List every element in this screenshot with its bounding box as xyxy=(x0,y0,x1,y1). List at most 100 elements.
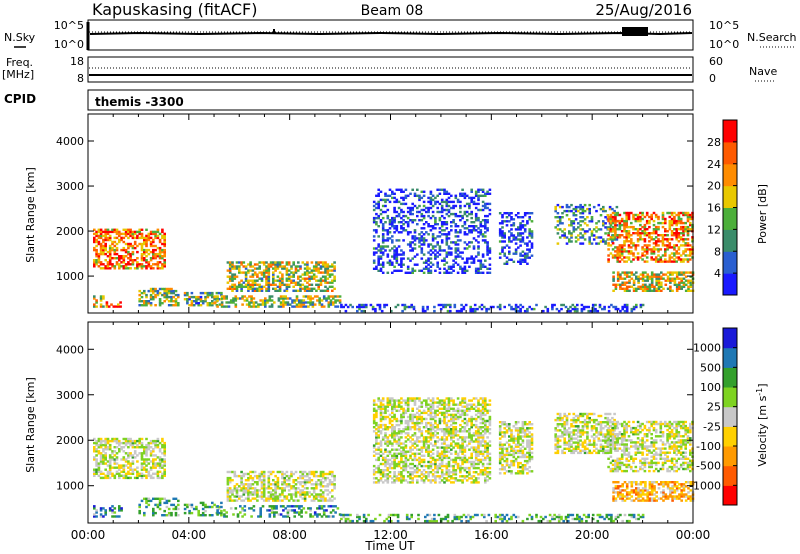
range-cell xyxy=(250,507,253,510)
range-cell xyxy=(225,301,228,304)
range-cell xyxy=(304,295,308,298)
range-cell xyxy=(256,481,259,484)
range-cell xyxy=(645,228,649,231)
range-cell xyxy=(99,261,103,264)
range-cell xyxy=(689,281,693,284)
range-cell xyxy=(623,309,627,313)
range-cell xyxy=(384,442,387,445)
range-cell xyxy=(201,501,205,505)
range-cell xyxy=(158,503,162,507)
range-cell xyxy=(505,216,509,219)
range-cell xyxy=(235,493,239,496)
range-cell xyxy=(679,211,683,215)
range-cell xyxy=(251,285,255,288)
range-cell xyxy=(190,302,194,305)
range-cell xyxy=(152,450,155,453)
range-cell xyxy=(386,458,390,462)
range-cell xyxy=(474,239,478,242)
range-cell xyxy=(319,472,323,476)
range-cell xyxy=(472,257,476,260)
range-cell xyxy=(480,513,484,517)
range-cell xyxy=(570,236,573,239)
range-cell xyxy=(259,509,262,512)
range-cell xyxy=(404,469,408,472)
range-cell xyxy=(308,470,311,474)
range-cell xyxy=(211,505,214,509)
range-cell xyxy=(298,513,301,516)
range-cell xyxy=(161,228,164,231)
range-cell xyxy=(247,263,250,266)
range-cell xyxy=(307,301,310,304)
range-cell xyxy=(287,273,291,276)
plot-frame xyxy=(87,113,694,314)
range-cell xyxy=(251,479,255,482)
range-cell xyxy=(278,265,282,268)
range-cell xyxy=(315,470,318,474)
range-cell xyxy=(147,289,151,293)
range-cell xyxy=(136,236,139,240)
range-cell xyxy=(606,226,610,229)
range-cell xyxy=(267,285,271,288)
range-cell xyxy=(579,203,582,207)
nave-label: Nave xyxy=(749,65,777,78)
range-cell xyxy=(440,210,444,214)
range-cell xyxy=(285,285,289,288)
range-cell xyxy=(388,397,392,400)
range-cell xyxy=(657,234,660,237)
range-cell xyxy=(417,513,420,517)
range-cell xyxy=(303,263,307,266)
range-cell xyxy=(239,511,242,514)
range-cell xyxy=(641,252,644,255)
range-cell xyxy=(158,497,162,500)
range-cell xyxy=(358,307,361,311)
range-cell xyxy=(292,281,295,284)
range-cell xyxy=(102,230,105,234)
range-cell xyxy=(666,260,669,263)
range-cell xyxy=(253,281,257,284)
range-cell xyxy=(285,289,289,292)
range-cell xyxy=(603,307,606,311)
range-cell xyxy=(588,228,591,231)
range-cell xyxy=(505,513,509,517)
range-cell xyxy=(262,493,266,496)
range-cell xyxy=(406,225,410,228)
range-cell xyxy=(281,483,284,486)
range-cell xyxy=(147,474,151,477)
range-cell xyxy=(646,277,649,280)
range-cell xyxy=(276,275,280,278)
range-cell xyxy=(286,297,290,300)
range-cell xyxy=(643,225,647,229)
range-cell xyxy=(99,470,103,473)
range-cell xyxy=(269,493,273,496)
range-cell xyxy=(567,309,570,313)
range-cell xyxy=(242,271,246,274)
range-cell xyxy=(420,208,424,212)
range-cell xyxy=(333,275,336,278)
range-cell xyxy=(400,458,403,462)
range-cell xyxy=(264,303,267,306)
range-cell xyxy=(301,474,305,478)
range-cell xyxy=(262,472,266,476)
range-cell xyxy=(397,403,401,406)
range-cell xyxy=(319,497,323,500)
range-cell xyxy=(143,452,146,455)
range-cell xyxy=(411,417,414,421)
range-cell xyxy=(461,188,464,191)
range-cell xyxy=(158,462,162,465)
range-cell xyxy=(501,232,504,235)
range-cell xyxy=(244,283,248,286)
range-cell xyxy=(445,212,449,216)
range-cell xyxy=(127,466,130,469)
range-cell xyxy=(413,452,417,455)
range-cell xyxy=(470,210,473,214)
range-cell xyxy=(657,240,660,243)
range-cell xyxy=(379,479,383,482)
range-cell xyxy=(317,263,320,266)
range-cell xyxy=(587,305,590,309)
range-cell xyxy=(686,217,690,221)
range-cell xyxy=(388,223,392,226)
range-cell xyxy=(503,220,506,223)
range-cell xyxy=(460,303,463,307)
range-cell xyxy=(312,269,316,272)
